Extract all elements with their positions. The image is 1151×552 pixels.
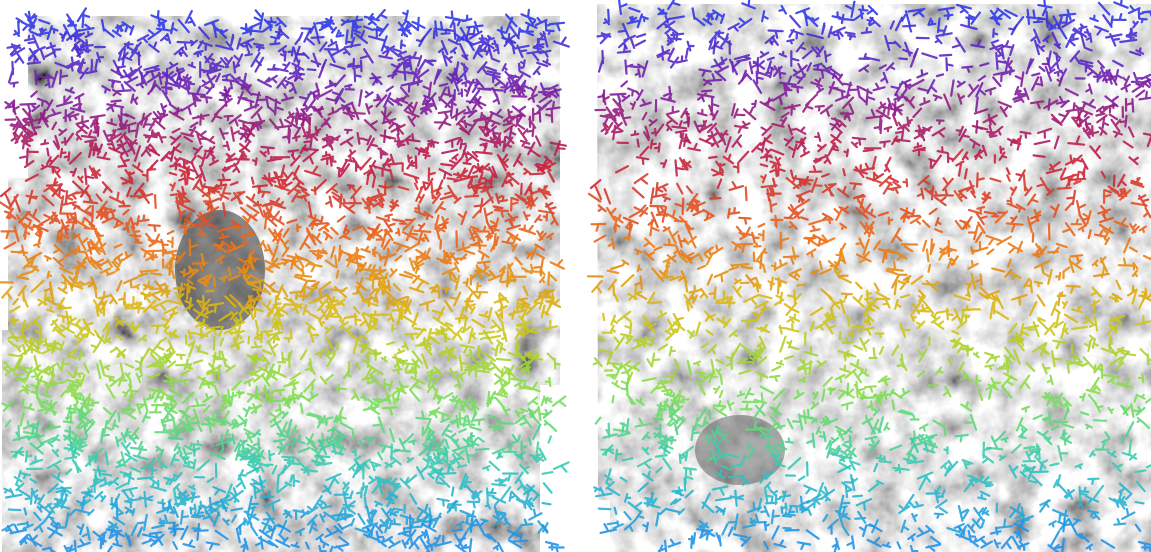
right-panel [590,0,1151,552]
micrograph-right [590,0,1151,552]
page: (() => { JSON.parse(document.getElementB… [0,0,1151,552]
scene [0,0,1151,552]
